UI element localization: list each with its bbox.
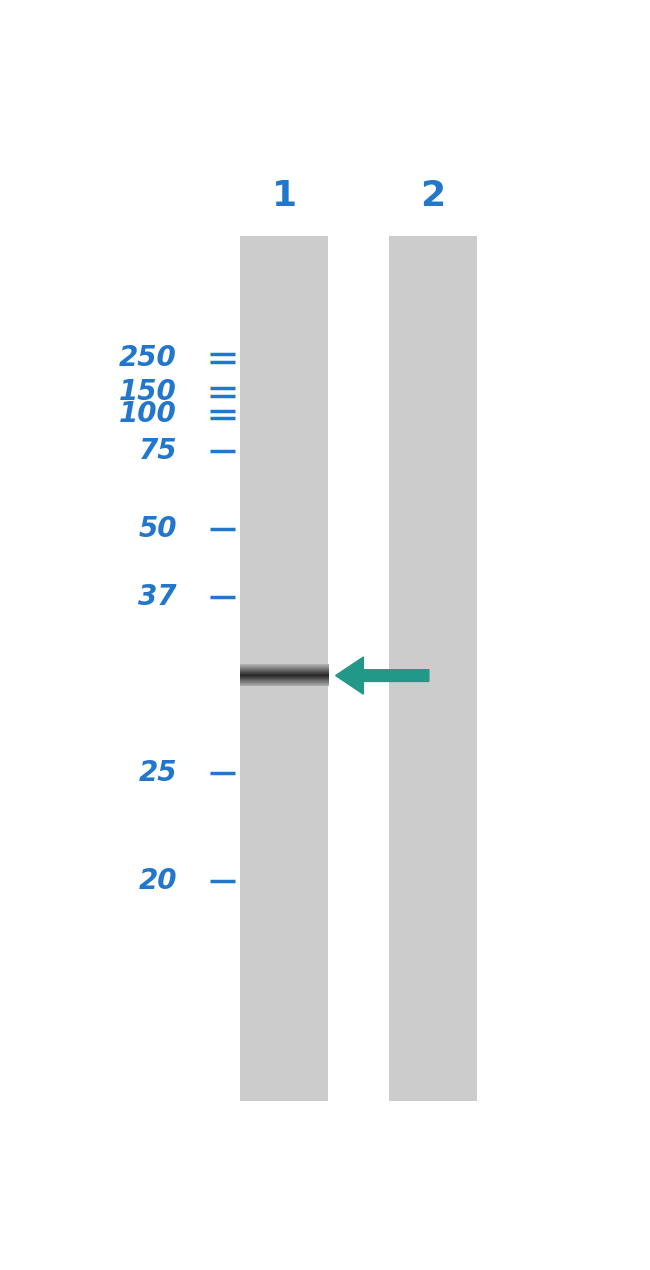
Text: 250: 250 — [119, 344, 177, 372]
Text: 1: 1 — [272, 179, 296, 213]
Bar — [389, 235, 476, 1101]
Text: 75: 75 — [138, 437, 177, 465]
Text: 2: 2 — [420, 179, 445, 213]
Text: 100: 100 — [119, 400, 177, 428]
Text: 50: 50 — [138, 514, 177, 542]
Text: 150: 150 — [119, 378, 177, 406]
FancyArrow shape — [335, 657, 429, 695]
Text: 25: 25 — [138, 759, 177, 787]
Bar — [240, 235, 328, 1101]
Text: 20: 20 — [138, 867, 177, 895]
Text: 37: 37 — [138, 583, 177, 611]
